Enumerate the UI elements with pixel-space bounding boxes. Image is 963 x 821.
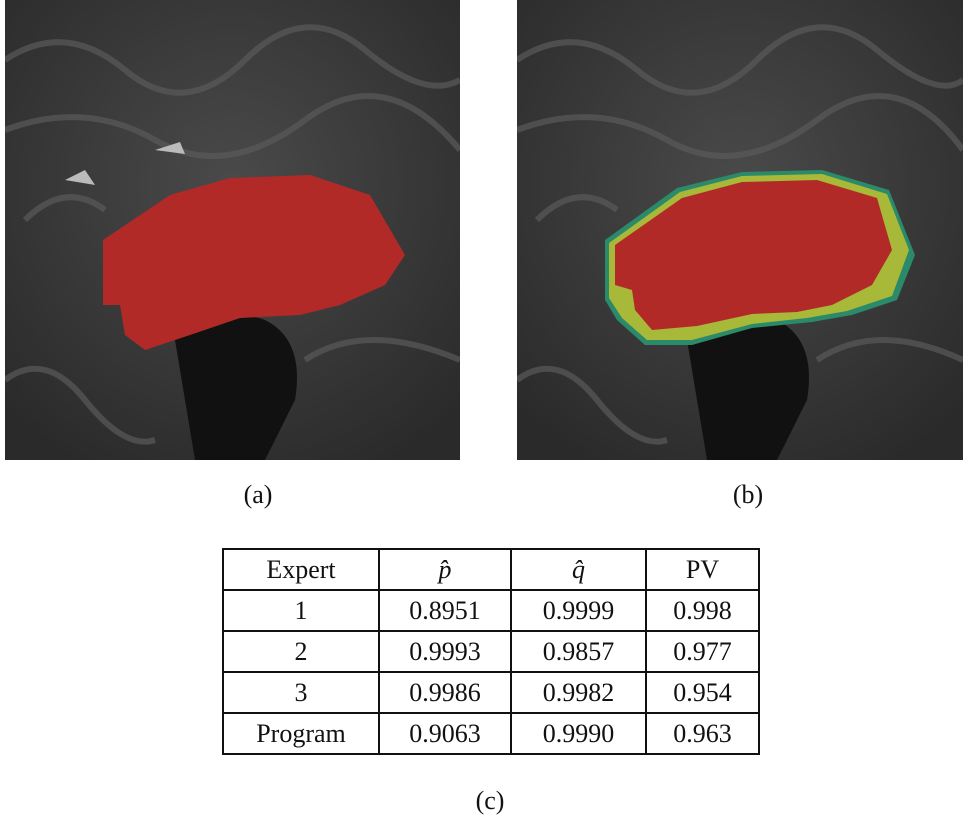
table-row: Program 0.9063 0.9990 0.963 — [222, 712, 760, 755]
cell: 0.9990 — [510, 712, 647, 755]
cell: 0.963 — [645, 712, 760, 755]
header-cell: PV — [645, 548, 760, 591]
cell: 0.9982 — [510, 671, 647, 714]
header-cell: p̂ — [378, 548, 512, 591]
mri-image-b — [517, 0, 963, 460]
header-cell: q̂ — [510, 548, 647, 591]
table-row: 3 0.9986 0.9982 0.954 — [222, 671, 760, 714]
mri-image-a — [5, 0, 460, 460]
table-row: 1 0.8951 0.9999 0.998 — [222, 589, 760, 632]
cell: 0.9999 — [510, 589, 647, 632]
caption: (a) — [243, 480, 273, 509]
cell: 0.977 — [645, 630, 760, 673]
cell: 0.9063 — [378, 712, 512, 755]
cell: Program — [222, 712, 380, 755]
header-cell: Expert — [222, 548, 380, 591]
results-table: Expert p̂ q̂ PV 1 0.8951 0.9999 0.998 2 0.9993 0.9… — [222, 548, 760, 755]
cell: 3 — [222, 671, 380, 714]
cell: 0.9857 — [510, 630, 647, 673]
cell: 0.9993 — [378, 630, 512, 673]
cell: 2 — [222, 630, 380, 673]
cell: 0.8951 — [378, 589, 512, 632]
cell: 1 — [222, 589, 380, 632]
caption: (c) — [475, 786, 505, 815]
caption: (b) — [732, 480, 764, 509]
cell: 0.9986 — [378, 671, 512, 714]
header-row: Expert p̂ q̂ PV — [222, 548, 760, 591]
table-row: 2 0.9993 0.9857 0.977 — [222, 630, 760, 673]
cell: 0.998 — [645, 589, 760, 632]
cell: 0.954 — [645, 671, 760, 714]
table-body: Expert p̂ q̂ PV 1 0.8951 0.9999 0.998 2 0.9993 0.9… — [222, 548, 760, 755]
